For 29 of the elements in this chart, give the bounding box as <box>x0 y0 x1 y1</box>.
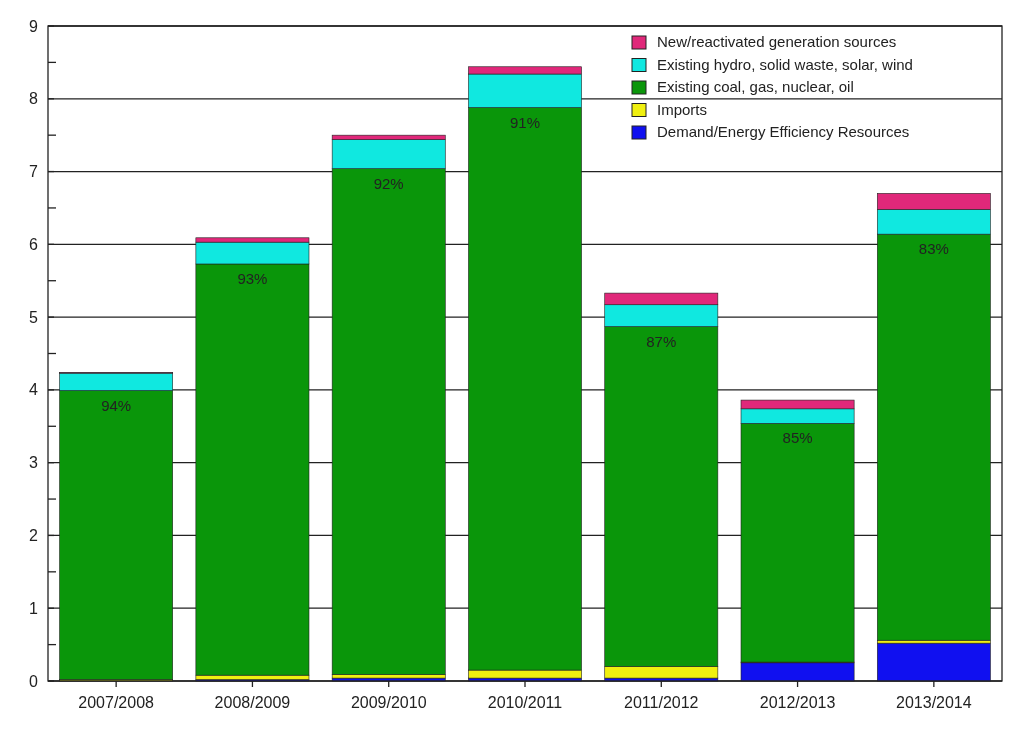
x-tick-label: 2007/2008 <box>78 694 155 711</box>
x-tick-label: 2009/2010 <box>350 694 427 711</box>
y-tick-label: 4 <box>29 381 39 399</box>
y-tick-label: 5 <box>29 308 39 326</box>
annotation: 92% <box>373 174 404 192</box>
annotation: 93% <box>237 269 268 287</box>
x-tick-label: 2011/2012 <box>624 694 699 711</box>
annotation: 91% <box>509 113 541 131</box>
legend-label: Imports <box>657 100 708 118</box>
y-tick-label: 6 <box>29 235 39 253</box>
y-tick-label: 1 <box>29 599 39 617</box>
y-tick-label: 9 <box>29 17 39 35</box>
y-tick-label: 8 <box>29 90 39 108</box>
y-tick-label: 0 <box>29 672 39 690</box>
annotation: 83% <box>918 240 949 258</box>
legend-label: Existing hydro, solid waste, solar, wind <box>657 55 913 73</box>
x-tick-label: 2008/2009 <box>214 694 291 711</box>
annotation: 94% <box>101 396 132 414</box>
y-tick-label: 7 <box>29 163 39 181</box>
legend-label: Demand/Energy Efficiency Resources <box>657 123 910 140</box>
x-tick-label: 2012/2013 <box>759 694 836 711</box>
x-tick-label: 2010/2011 <box>487 694 563 711</box>
y-tick-label: 3 <box>29 454 39 472</box>
x-tick-label: 2013/2014 <box>896 694 972 711</box>
annotation: 87% <box>646 332 677 350</box>
legend-label: Existing coal, gas, nuclear, oil <box>657 78 854 95</box>
y-tick-label: 2 <box>29 527 39 545</box>
annotation: 85% <box>782 429 813 447</box>
legend-label: New/reactivated generation sources <box>657 33 897 50</box>
